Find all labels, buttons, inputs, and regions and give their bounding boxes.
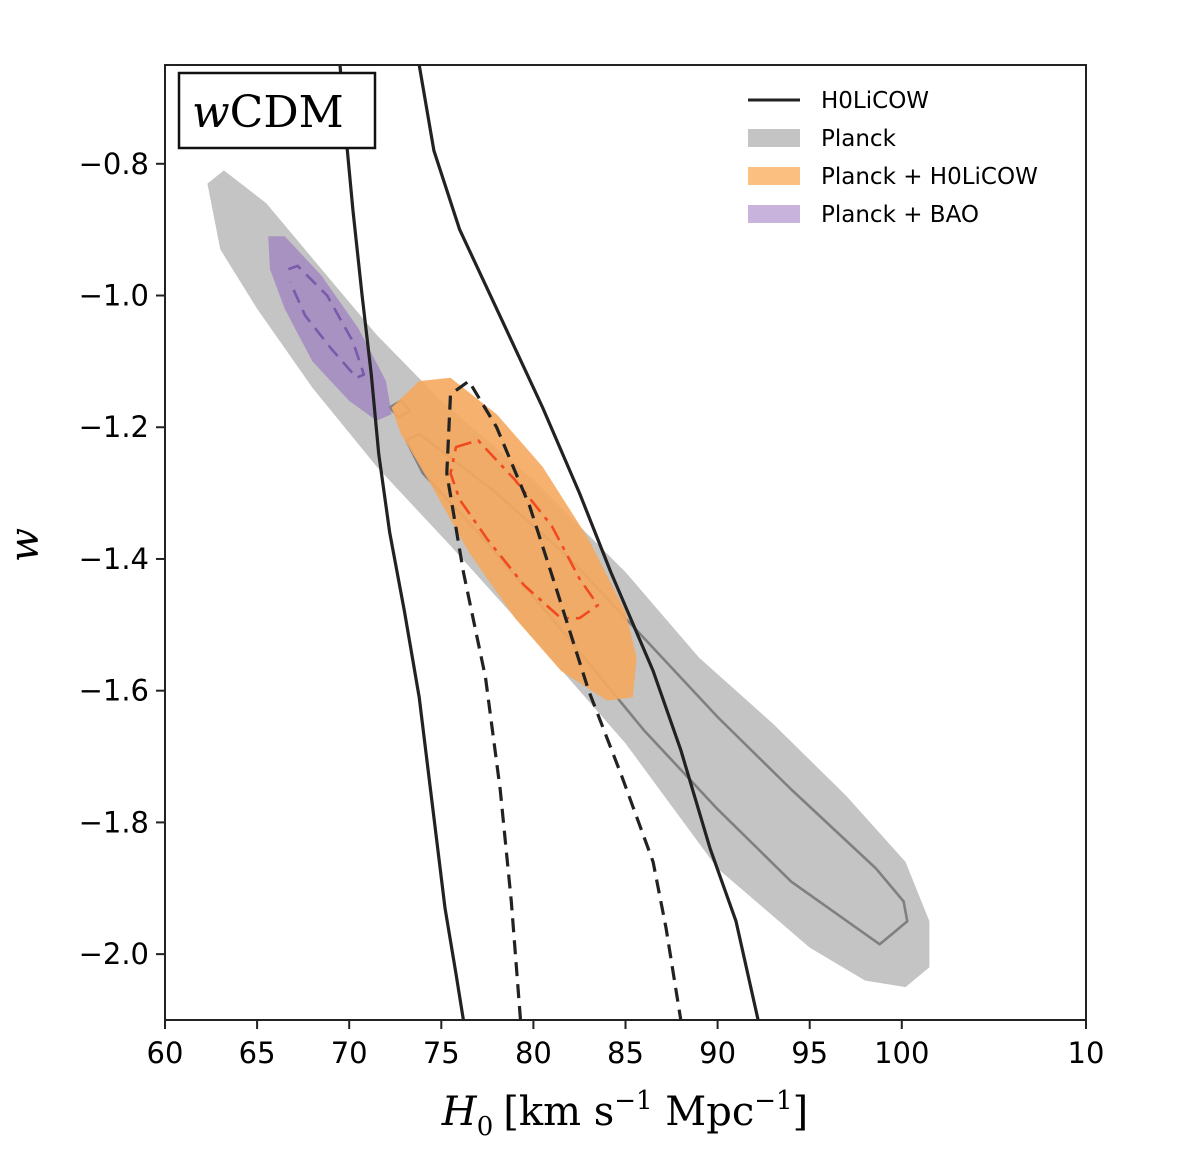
x-label-sup1: −1 xyxy=(614,1086,652,1116)
y-tick-label: −1.2 xyxy=(79,410,149,444)
legend-label: Planck + BAO xyxy=(821,202,979,228)
y-tick-label: −1.4 xyxy=(79,542,149,576)
y-tick-label: −1.8 xyxy=(79,805,149,839)
contour-planck-h0licow-68 xyxy=(449,439,600,620)
model-label-frame xyxy=(177,71,377,150)
legend-label: Planck + H0LiCOW xyxy=(821,164,1038,190)
model-label: wCDM xyxy=(192,87,344,138)
contour-h0licow-95-right xyxy=(417,65,760,1020)
y-axis: −0.8 −1.0 −1.2 −1.4 −1.6 −1.8 −2.0 xyxy=(79,147,165,971)
y-tick-label: −1.6 xyxy=(79,674,149,708)
model-label-box: wCDM xyxy=(177,71,377,150)
x-axis-label: H0 [km s−1 Mpc−1] xyxy=(441,1086,808,1142)
x-axis: 60 65 70 75 80 85 90 95 100 10 xyxy=(147,1020,1105,1070)
x-tick-label: 80 xyxy=(515,1036,552,1070)
x-tick-label: 95 xyxy=(791,1036,828,1070)
legend-item-planck-h0licow: Planck + H0LiCOW xyxy=(748,164,1038,190)
x-label-units: [km s xyxy=(503,1089,614,1135)
y-tick-label: −1.0 xyxy=(79,279,149,313)
x-label-sup2: −1 xyxy=(754,1086,792,1116)
legend-swatch-patch xyxy=(748,167,800,185)
contour-planck-h0licow-95 xyxy=(391,377,637,701)
legend-label: H0LiCOW xyxy=(821,88,929,114)
x-tick-label: 60 xyxy=(147,1036,184,1070)
contour-h0licow-68 xyxy=(445,379,683,1020)
legend-item-planck: Planck xyxy=(748,126,897,152)
legend-label: Planck xyxy=(821,126,897,152)
x-label-close: ] xyxy=(793,1089,809,1135)
x-tick-label: 90 xyxy=(699,1036,736,1070)
x-tick-label: 65 xyxy=(239,1036,276,1070)
x-label-h: H xyxy=(441,1089,478,1135)
x-tick-label: 10 xyxy=(1068,1036,1105,1070)
legend-swatch-patch xyxy=(748,129,800,147)
legend: H0LiCOW Planck Planck + H0LiCOW Planck + BA… xyxy=(748,88,1038,228)
model-label-w: w xyxy=(192,87,230,138)
legend-item-planck-bao: Planck + BAO xyxy=(748,202,979,228)
contour-h0licow-95-left xyxy=(338,65,465,1020)
x-tick-label: 75 xyxy=(423,1036,460,1070)
y-axis-label: w xyxy=(2,528,48,562)
y-tick-label: −0.8 xyxy=(79,147,149,181)
x-label-mpc: Mpc xyxy=(653,1089,755,1135)
contour-planck-bao-68 xyxy=(287,264,366,380)
model-label-cdm: CDM xyxy=(230,87,344,138)
x-tick-label: 100 xyxy=(874,1036,929,1070)
y-tick-label: −2.0 xyxy=(79,937,149,971)
x-tick-label: 85 xyxy=(607,1036,644,1070)
legend-item-h0licow: H0LiCOW xyxy=(748,88,929,114)
x-tick-label: 70 xyxy=(331,1036,368,1070)
legend-swatch-patch xyxy=(748,205,800,223)
x-label-sub: 0 xyxy=(477,1112,494,1142)
plot-area xyxy=(207,65,930,1020)
